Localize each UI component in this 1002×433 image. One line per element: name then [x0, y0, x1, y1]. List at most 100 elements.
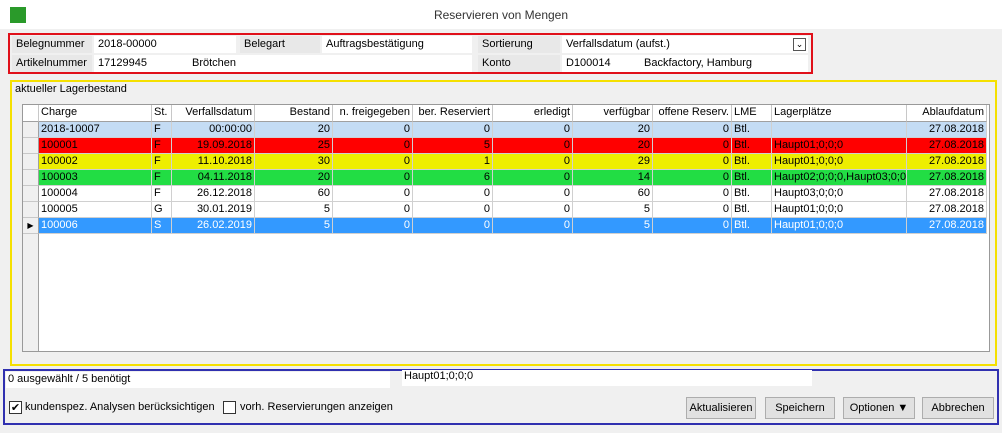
cell[interactable]: F [152, 138, 172, 154]
cell[interactable]: 0 [333, 186, 413, 202]
cell[interactable]: 5 [573, 218, 653, 234]
cell[interactable]: 60 [573, 186, 653, 202]
column-header[interactable]: Lagerplätze [772, 105, 907, 122]
cell[interactable]: 5 [255, 202, 333, 218]
cell[interactable]: 04.11.2018 [172, 170, 255, 186]
cell[interactable]: 0 [653, 186, 732, 202]
column-header[interactable]: offene Reserv. [653, 105, 732, 122]
cell[interactable]: F [152, 154, 172, 170]
column-header[interactable]: Charge [39, 105, 152, 122]
cell[interactable]: 20 [573, 138, 653, 154]
cell[interactable]: 5 [573, 202, 653, 218]
dropdown-arrow[interactable]: ⌄ [793, 38, 806, 51]
cell[interactable]: 0 [333, 218, 413, 234]
cell[interactable]: 27.08.2018 [907, 170, 987, 186]
cell[interactable]: 5 [413, 138, 493, 154]
cell[interactable]: 0 [493, 170, 573, 186]
column-header[interactable]: verfügbar [573, 105, 653, 122]
column-header[interactable]: Bestand [255, 105, 333, 122]
field[interactable] [562, 55, 808, 72]
cell[interactable]: 0 [653, 122, 732, 138]
cell[interactable] [772, 122, 907, 138]
field[interactable]: 2018-00000 [94, 36, 236, 53]
cell[interactable]: 0 [333, 170, 413, 186]
cell[interactable]: Btl. [732, 170, 772, 186]
cell[interactable]: 1 [413, 154, 493, 170]
cell[interactable]: 00:00:00 [172, 122, 255, 138]
checkbox[interactable] [223, 401, 236, 414]
cell[interactable]: 30 [255, 154, 333, 170]
button[interactable]: Abbrechen [922, 397, 994, 419]
cell[interactable]: 100001 [39, 138, 152, 154]
column-header[interactable]: ber. Reserviert [413, 105, 493, 122]
cell[interactable]: 100003 [39, 170, 152, 186]
row-header[interactable] [23, 170, 39, 186]
cell[interactable]: G [152, 202, 172, 218]
cell[interactable]: Btl. [732, 138, 772, 154]
cell[interactable]: 19.09.2018 [172, 138, 255, 154]
cell[interactable]: 100005 [39, 202, 152, 218]
cell[interactable]: 0 [333, 138, 413, 154]
cell[interactable]: 14 [573, 170, 653, 186]
cell[interactable]: 0 [333, 202, 413, 218]
cell[interactable]: 30.01.2019 [172, 202, 255, 218]
row-header[interactable]: ▶ [23, 218, 39, 234]
cell[interactable]: 0 [493, 218, 573, 234]
cell[interactable]: Haupt01;0;0;0 [772, 218, 907, 234]
button[interactable]: Speichern [765, 397, 835, 419]
cell[interactable]: 0 [493, 202, 573, 218]
row-header[interactable] [23, 122, 39, 138]
cell[interactable]: Btl. [732, 154, 772, 170]
row-header[interactable] [23, 138, 39, 154]
cell[interactable]: 0 [413, 186, 493, 202]
row-header[interactable] [23, 202, 39, 218]
cell[interactable]: Haupt01;0;0;0 [772, 202, 907, 218]
cell[interactable]: 0 [413, 202, 493, 218]
cell[interactable]: 5 [255, 218, 333, 234]
cell[interactable]: 0 [333, 122, 413, 138]
column-header[interactable]: Ablaufdatum [907, 105, 987, 122]
cell[interactable]: 27.08.2018 [907, 122, 987, 138]
cell[interactable]: 20 [255, 122, 333, 138]
cell[interactable]: 0 [333, 154, 413, 170]
cell[interactable]: Btl. [732, 218, 772, 234]
cell[interactable]: 27.08.2018 [907, 218, 987, 234]
cell[interactable]: 100002 [39, 154, 152, 170]
cell[interactable]: 60 [255, 186, 333, 202]
cell[interactable]: Haupt02;0;0;0,Haupt03;0;0 [772, 170, 907, 186]
cell[interactable]: F [152, 186, 172, 202]
cell[interactable]: 0 [413, 122, 493, 138]
cell[interactable]: 29 [573, 154, 653, 170]
column-header[interactable]: Verfallsdatum [172, 105, 255, 122]
checkbox[interactable]: ✔ [9, 401, 22, 414]
cell[interactable]: 27.08.2018 [907, 154, 987, 170]
cell[interactable]: 0 [653, 138, 732, 154]
cell[interactable]: F [152, 122, 172, 138]
cell[interactable]: Btl. [732, 202, 772, 218]
field[interactable]: Auftragsbestätigung [322, 36, 472, 53]
cell[interactable]: 26.02.2019 [172, 218, 255, 234]
cell[interactable]: 11.10.2018 [172, 154, 255, 170]
checkbox-label[interactable]: vorh. Reservierungen anzeigen [240, 401, 393, 413]
cell[interactable]: 0 [653, 170, 732, 186]
column-header[interactable]: erledigt [493, 105, 573, 122]
column-header[interactable]: n. freigegeben [333, 105, 413, 122]
row-header[interactable] [23, 154, 39, 170]
cell[interactable]: Btl. [732, 122, 772, 138]
cell[interactable]: 2018-10007 [39, 122, 152, 138]
cell[interactable]: 20 [573, 122, 653, 138]
cell[interactable]: 100006 [39, 218, 152, 234]
cell[interactable]: 0 [653, 218, 732, 234]
cell[interactable]: 0 [493, 186, 573, 202]
column-header[interactable]: St. [152, 105, 172, 122]
cell[interactable]: 26.12.2018 [172, 186, 255, 202]
cell[interactable]: 27.08.2018 [907, 202, 987, 218]
cell[interactable]: 100004 [39, 186, 152, 202]
dropdown[interactable]: Verfallsdatum (aufst.) [562, 36, 808, 53]
row-header[interactable] [23, 186, 39, 202]
button[interactable]: Optionen ▼ [843, 397, 915, 419]
column-header[interactable]: LME [732, 105, 772, 122]
cell[interactable]: 6 [413, 170, 493, 186]
cell[interactable]: Haupt01;0;0;0 [772, 138, 907, 154]
cell[interactable]: Haupt01;0;0;0 [772, 154, 907, 170]
